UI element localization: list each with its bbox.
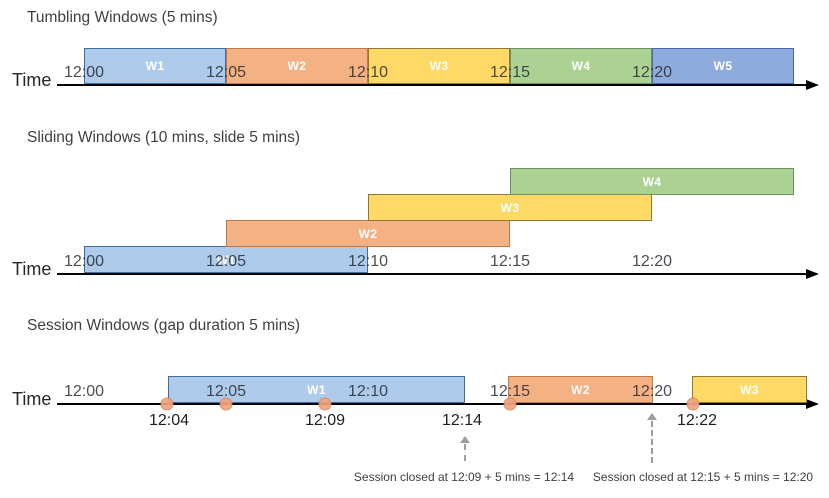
event-time-label-12-22: 12:22 bbox=[676, 412, 718, 429]
time-axis-label: Time bbox=[12, 389, 52, 409]
window-bar-w5 bbox=[652, 48, 794, 84]
tick-label-12-05: 12:05 bbox=[205, 383, 247, 400]
tick-label-12-00: 12:00 bbox=[63, 383, 105, 400]
tick-label-12-10: 12:10 bbox=[347, 253, 389, 270]
window-label-w5: W5 bbox=[713, 59, 733, 73]
window-label-w2: W2 bbox=[358, 226, 378, 241]
window-bar-w1 bbox=[84, 48, 226, 84]
window-label-w3: W3 bbox=[429, 59, 449, 73]
tick-label-12-10: 12:10 bbox=[347, 383, 389, 400]
time-axis-arrowhead-icon bbox=[806, 399, 819, 409]
window-label-w2: W2 bbox=[287, 59, 307, 73]
event-time-label-12-09: 12:09 bbox=[304, 412, 346, 429]
window-label-w3: W3 bbox=[500, 200, 520, 215]
session-close-annotation: Session closed at 12:09 + 5 mins = 12:14 bbox=[353, 470, 575, 484]
time-axis-line bbox=[57, 84, 806, 86]
window-bar-w1 bbox=[168, 376, 465, 403]
event-dot bbox=[219, 397, 233, 411]
annotation-arrowhead-icon bbox=[460, 436, 470, 443]
window-bar-w3 bbox=[692, 376, 807, 403]
event-dot bbox=[686, 397, 700, 411]
time-axis-line bbox=[57, 273, 806, 275]
window-label-w1: W1 bbox=[145, 59, 165, 73]
time-axis-label: Time bbox=[12, 70, 52, 90]
window-bar-w3 bbox=[368, 48, 510, 84]
event-dot bbox=[160, 397, 174, 411]
window-label-w1: W1 bbox=[216, 252, 236, 267]
tick-label-12-20: 12:20 bbox=[631, 64, 673, 81]
annotation-arrowhead-icon bbox=[647, 413, 657, 420]
window-bar-w2 bbox=[508, 376, 653, 403]
tick-label-12-05: 12:05 bbox=[205, 253, 247, 270]
window-bar-w2 bbox=[226, 48, 368, 84]
diagram-title-sliding-windows: Sliding Windows (10 mins, slide 5 mins) bbox=[27, 129, 301, 146]
tick-label-12-00: 12:00 bbox=[63, 64, 105, 81]
event-dot bbox=[318, 397, 332, 411]
annotation-arrow-line bbox=[651, 421, 653, 463]
tick-label-12-05: 12:05 bbox=[205, 64, 247, 81]
tick-label-12-20: 12:20 bbox=[631, 383, 673, 400]
tick-label-12-15: 12:15 bbox=[489, 383, 531, 400]
tick-label-12-00: 12:00 bbox=[63, 253, 105, 270]
window-bar-w1 bbox=[84, 246, 368, 273]
window-label-w4: W4 bbox=[571, 59, 591, 73]
tick-label-12-20: 12:20 bbox=[631, 253, 673, 270]
window-label-w1: W1 bbox=[307, 382, 326, 397]
event-dot bbox=[503, 397, 517, 411]
time-axis-label: Time bbox=[12, 259, 52, 279]
time-axis-arrowhead-icon bbox=[806, 269, 819, 279]
time-axis-line bbox=[57, 403, 806, 405]
window-label-w2: W2 bbox=[571, 382, 590, 397]
time-axis-arrowhead-icon bbox=[806, 80, 819, 90]
window-bar-w4 bbox=[510, 48, 652, 84]
diagram-title-tumbling-windows: Tumbling Windows (5 mins) bbox=[27, 9, 218, 26]
annotation-arrow-line bbox=[464, 444, 466, 461]
tick-label-12-10: 12:10 bbox=[347, 64, 389, 81]
window-bar-w4 bbox=[510, 168, 794, 195]
tick-label-12-15: 12:15 bbox=[489, 64, 531, 81]
tick-label-12-15: 12:15 bbox=[489, 253, 531, 270]
event-time-label-12-14: 12:14 bbox=[441, 412, 483, 429]
window-label-w3: W3 bbox=[740, 382, 759, 397]
window-label-w4: W4 bbox=[642, 174, 662, 189]
diagram-title-session-windows: Session Windows (gap duration 5 mins) bbox=[27, 317, 301, 334]
event-time-label-12-04: 12:04 bbox=[148, 412, 190, 429]
session-close-annotation: Session closed at 12:15 + 5 mins = 12:20 bbox=[592, 470, 814, 484]
